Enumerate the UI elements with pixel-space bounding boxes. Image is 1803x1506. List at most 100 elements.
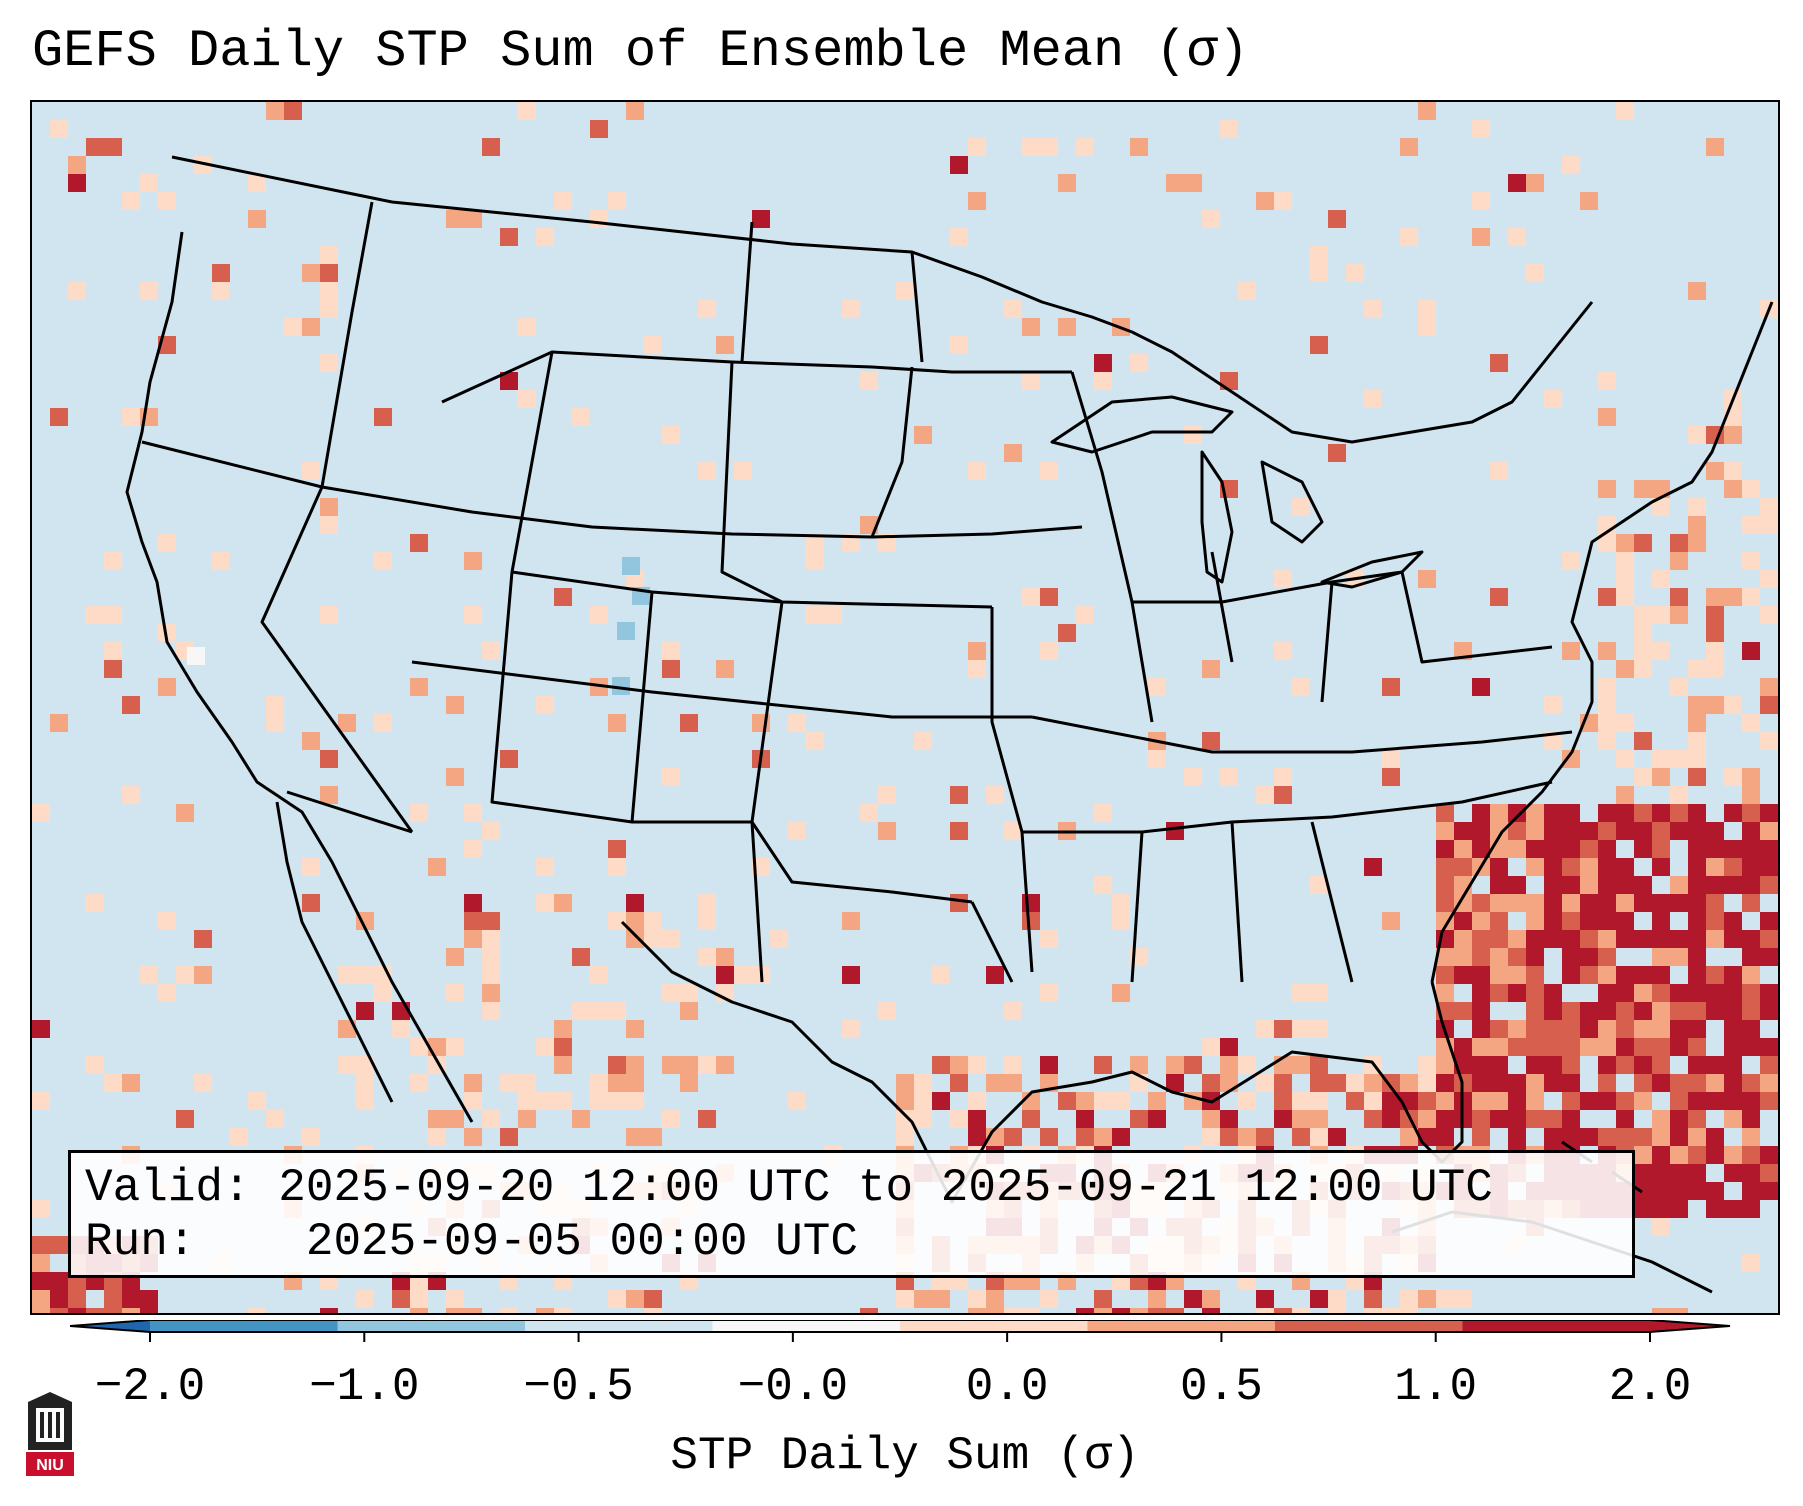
stp-cell [482,930,500,948]
stp-cell [1724,1020,1742,1038]
stp-cell [1310,336,1328,354]
stp-cell [1634,1164,1652,1182]
stp-cell [1544,984,1562,1002]
stp-cell [1202,660,1220,678]
stp-cell [1688,732,1706,750]
stp-cell [626,1056,644,1074]
stp-cell [1490,1074,1508,1092]
stp-cell [428,858,446,876]
stp-cell [1634,840,1652,858]
stp-cell [1310,1110,1328,1128]
stp-cell [122,192,140,210]
stp-cell [50,1290,68,1308]
stp-cell [968,1110,986,1128]
stp-cell [1688,660,1706,678]
stp-cell [1760,570,1778,588]
stp-cell [590,1074,608,1092]
stp-cell [662,642,680,660]
east-coastline [1430,301,1774,983]
stp-cell [1724,876,1742,894]
stp-cell [1544,1128,1562,1146]
stp-cell [140,282,158,300]
stp-cell [1616,534,1634,552]
stp-cell [1094,804,1112,822]
stp-cell [1544,1038,1562,1056]
stp-cell [1652,1128,1670,1146]
stp-cell [1040,1290,1058,1308]
stp-cell [1562,876,1580,894]
stp-cell [410,1038,428,1056]
stp-cell [1148,1308,1166,1313]
stp-cell [806,534,824,552]
stp-cell [1184,174,1202,192]
stp-cell [464,894,482,912]
colorbar-extend-high [1650,1320,1730,1332]
stp-cell [1454,966,1472,984]
stp-cell [1004,1056,1022,1074]
stp-cell [1112,894,1130,912]
stp-cell [1436,858,1454,876]
stp-cell [1454,912,1472,930]
stp-cell [1652,966,1670,984]
stp-cell [1472,840,1490,858]
stp-cell [104,1290,122,1308]
stp-cell [1706,822,1724,840]
stp-cell [1526,804,1544,822]
stp-cell [1616,984,1634,1002]
stp-cell [1202,1110,1220,1128]
stp-cell [1634,1092,1652,1110]
stp-cell [1598,930,1616,948]
stp-cell [1652,858,1670,876]
stp-cell [1616,660,1634,678]
stp-cell [320,750,338,768]
stp-cell [1166,1074,1184,1092]
stp-cell [446,768,464,786]
colorbar-segment [900,1320,1088,1332]
stp-cell [1508,930,1526,948]
stp-cell [1022,318,1040,336]
stp-cell [1598,912,1616,930]
stp-cell [1706,624,1724,642]
stp-cell [158,192,176,210]
stp-cell [1238,282,1256,300]
stp-cell [518,318,536,336]
stp-cell [1598,534,1616,552]
stp-cell [878,534,896,552]
stp-cell [32,1308,50,1313]
stp-cell [1544,858,1562,876]
stp-cell [1634,984,1652,1002]
stp-cell [896,1110,914,1128]
stp-cell [1004,300,1022,318]
stp-cell [482,948,500,966]
stp-cell [1148,750,1166,768]
stp-cell [1040,642,1058,660]
stp-cell [662,984,680,1002]
stp-cell [662,1056,680,1074]
stp-cell [1742,1128,1760,1146]
stp-cell [860,804,878,822]
stp-cell [518,1110,536,1128]
stp-cell [1382,1110,1400,1128]
stp-cell [1526,1038,1544,1056]
stp-cell [680,984,698,1002]
stp-cell [1598,588,1616,606]
stp-cell [1724,1038,1742,1056]
stp-cell [1148,678,1166,696]
stp-cell [1562,156,1580,174]
stp-cell [1418,1074,1436,1092]
stp-cell [1490,804,1508,822]
stp-cell [1688,948,1706,966]
stp-cell [1310,1092,1328,1110]
stp-cell [500,228,518,246]
stp-cell [140,966,158,984]
stp-cell [644,912,662,930]
stp-cell [1760,840,1778,858]
stp-cell [140,1290,158,1308]
stp-cell [32,804,50,822]
stp-cell [950,894,968,912]
stp-cell [1634,894,1652,912]
stp-cell [1058,1092,1076,1110]
stp-cell [1364,1074,1382,1092]
stp-cell [392,1290,410,1308]
stp-cell [1598,984,1616,1002]
